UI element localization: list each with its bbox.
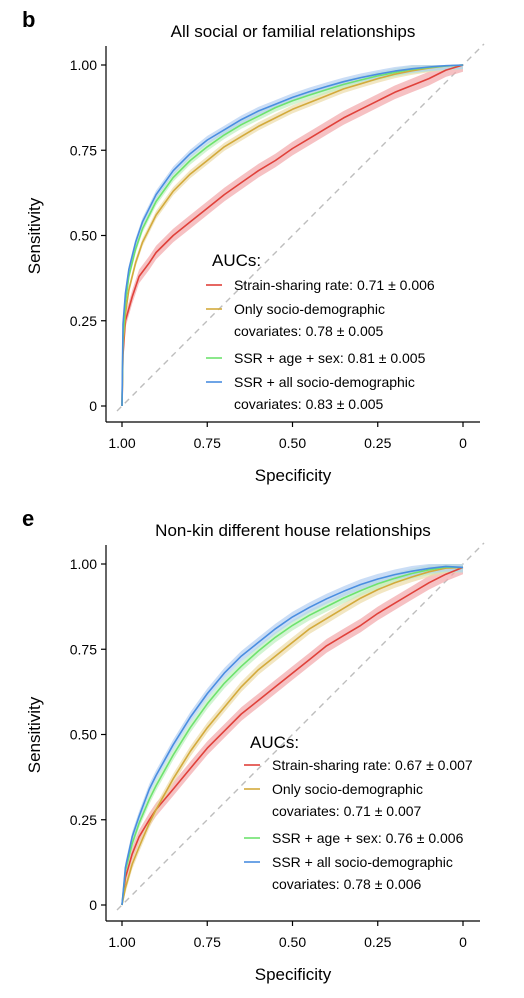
reference-diagonal [116,542,485,911]
roc-band-series-3 [122,65,463,406]
legend-label-series-2: covariates: 0.78 ± 0.005 [234,323,384,339]
y-tick-label: 0.50 [70,727,97,743]
x-tick-label: 0.75 [194,934,221,950]
legend-label-series-4: covariates: 0.83 ± 0.005 [234,396,384,412]
y-axis-title: Sensitivity [25,696,44,773]
legend-label-series-1: Strain-sharing rate: 0.71 ± 0.006 [234,277,435,293]
roc-curve-series-2 [121,64,464,407]
legend-label-series-2: Only socio-demographic [272,781,423,797]
x-tick-label: 0.25 [364,934,391,950]
y-tick-label: 0.25 [70,812,97,828]
roc-chart-svg: b All social or familial relationships 0 0.… [22,7,485,485]
y-tick-label: 0.75 [70,641,97,657]
y-tick-label: 0.50 [70,228,97,244]
x-tick-label: 1.00 [108,435,135,451]
roc-curve-series-4 [121,565,464,906]
legend-label-series-1: Strain-sharing rate: 0.67 ± 0.007 [272,757,473,773]
y-tick-label: 0 [89,897,97,913]
y-tick-label: 1.00 [70,57,97,73]
y-tick-label: 0.25 [70,313,97,329]
roc-panel-b: b All social or familial relationships 0 0.… [22,7,485,485]
y-axis-title: Sensitivity [25,197,44,274]
x-axis-title: Specificity [255,466,332,485]
chart-title: Non-kin different house relationships [155,521,431,540]
legend-label-series-4: SSR + all socio-demographic [234,374,415,390]
y-tick-label: 0.75 [70,142,97,158]
reference-diagonal [116,43,485,412]
legend-label-series-3: SSR + age + sex: 0.81 ± 0.005 [234,350,426,366]
panel-letter: b [22,7,35,32]
legend-label-series-3: SSR + age + sex: 0.76 ± 0.006 [272,830,464,846]
y-tick-label: 0 [89,398,97,414]
x-tick-label: 0.25 [364,435,391,451]
legend-label-series-2: covariates: 0.71 ± 0.007 [272,803,422,819]
panel-letter: e [22,506,34,531]
legend-title: AUCs: [212,251,261,270]
chart-title: All social or familial relationships [171,22,416,41]
roc-chart-svg: e Non-kin different house relationships 0 0… [22,506,485,984]
roc-curve-series-3 [121,64,464,407]
y-tick-label: 1.00 [70,556,97,572]
x-tick-label: 1.00 [108,934,135,950]
legend-label-series-4: SSR + all socio-demographic [272,854,453,870]
x-tick-label: 0.50 [279,934,306,950]
roc-curve-series-1 [121,64,464,407]
x-axis-title: Specificity [255,965,332,984]
x-tick-label: 0 [459,435,467,451]
roc-curve-series-2 [121,566,464,906]
legend-label-series-4: covariates: 0.78 ± 0.006 [272,876,422,892]
x-tick-label: 0.75 [194,435,221,451]
legend-title: AUCs: [250,733,299,752]
roc-curve-series-1 [121,566,464,906]
legend-label-series-2: Only socio-demographic [234,301,385,317]
roc-curve-series-4 [121,64,464,407]
x-tick-label: 0.50 [279,435,306,451]
x-tick-label: 0 [459,934,467,950]
roc-panel-e: e Non-kin different house relationships 0 0… [0,499,524,998]
roc-curve-series-3 [121,566,464,906]
